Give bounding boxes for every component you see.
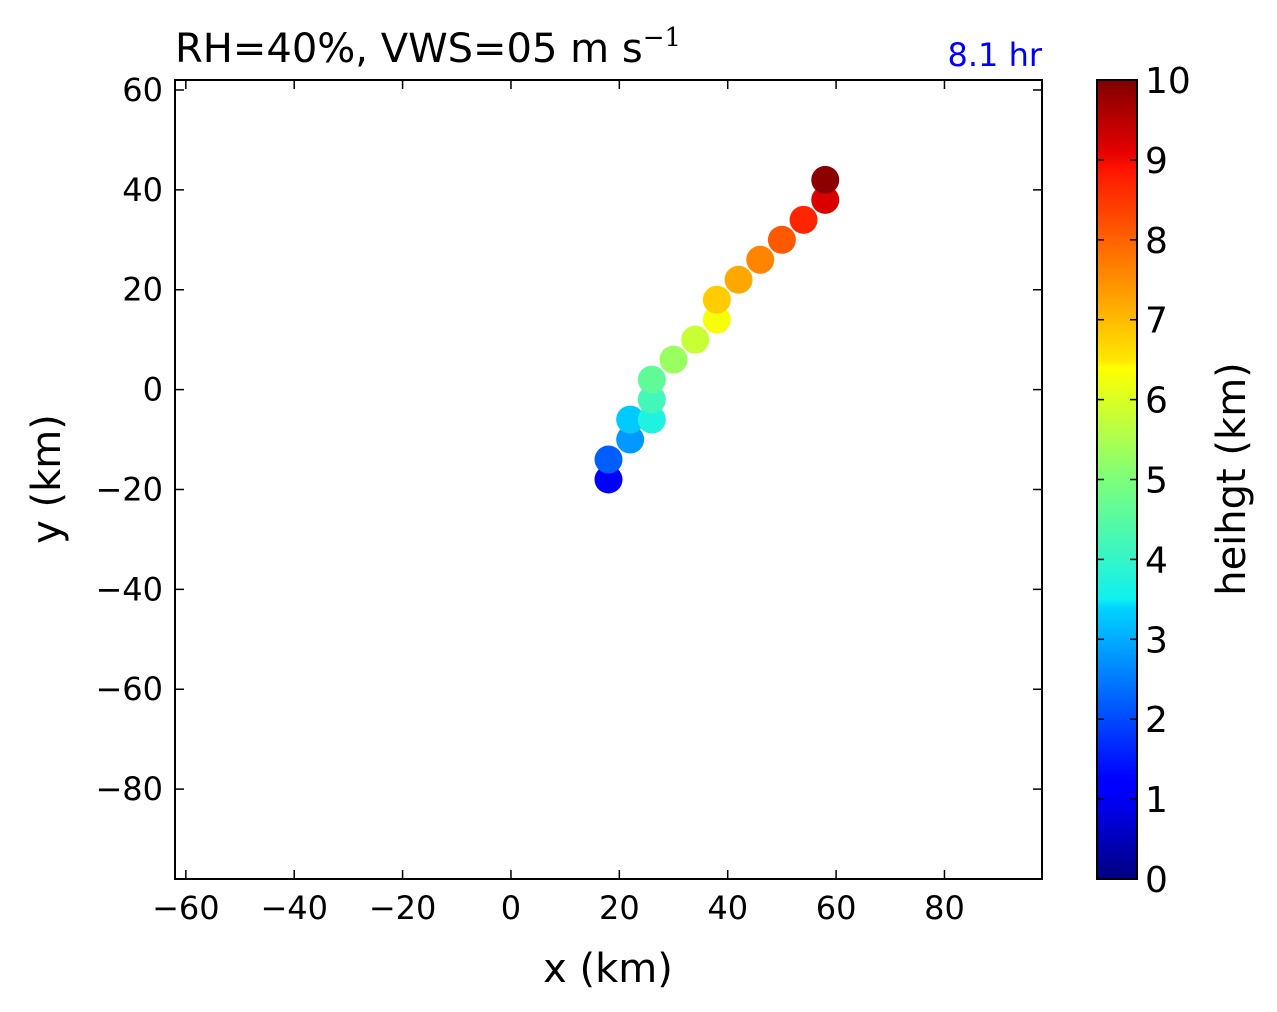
title-superscript: −1 bbox=[643, 23, 681, 53]
data-point bbox=[767, 225, 796, 254]
y-tick-label: 60 bbox=[122, 71, 163, 109]
axis-ticks bbox=[175, 80, 1042, 879]
data-point bbox=[746, 245, 775, 274]
data-point bbox=[616, 405, 645, 434]
x-tick-label: 80 bbox=[924, 889, 965, 927]
y-tick-label: 0 bbox=[143, 371, 163, 409]
y-axis-title: y (km) bbox=[24, 414, 70, 544]
colorbar-tick-label: 4 bbox=[1145, 540, 1168, 581]
colorbar-tick-label: 9 bbox=[1145, 141, 1168, 182]
colorbar-ticks bbox=[1097, 79, 1137, 880]
scatter-points bbox=[594, 165, 840, 494]
data-point bbox=[702, 305, 731, 334]
data-point bbox=[681, 325, 710, 354]
colorbar-tick-label: 1 bbox=[1145, 780, 1168, 821]
y-tick-label: −80 bbox=[95, 770, 163, 808]
colorbar-tick-labels: 0 1 2 3 4 5 6 7 8 9 10 bbox=[1145, 61, 1191, 901]
data-point bbox=[811, 165, 840, 194]
colorbar-tick-label: 3 bbox=[1145, 620, 1168, 661]
data-point bbox=[594, 445, 623, 474]
chart-title: RH=40%, VWS=05 m s−1 bbox=[175, 23, 681, 72]
colorbar-tick-label: 5 bbox=[1145, 461, 1168, 502]
colorbar-tick-label: 10 bbox=[1145, 61, 1191, 102]
colorbar-title: heihgt (km) bbox=[1209, 362, 1255, 596]
x-tick-label: 20 bbox=[599, 889, 640, 927]
x-tick-label: −40 bbox=[260, 889, 328, 927]
x-tick-label: 0 bbox=[501, 889, 521, 927]
y-tick-labels: 60 40 20 0 −20 −40 −60 −80 bbox=[95, 71, 163, 808]
data-point bbox=[659, 345, 688, 374]
colorbar-tick-label: 0 bbox=[1145, 860, 1168, 901]
y-tick-label: −40 bbox=[95, 570, 163, 608]
time-annotation: 8.1 hr bbox=[948, 36, 1043, 74]
x-tick-label: 60 bbox=[816, 889, 857, 927]
x-tick-label: −20 bbox=[369, 889, 437, 927]
y-tick-label: −60 bbox=[95, 670, 163, 708]
x-axis-title: x (km) bbox=[543, 946, 673, 992]
data-point bbox=[616, 425, 645, 454]
x-tick-label: 40 bbox=[707, 889, 748, 927]
x-tick-label: −60 bbox=[152, 889, 220, 927]
colorbar-tick-label: 6 bbox=[1145, 381, 1168, 422]
data-point bbox=[724, 265, 753, 294]
colorbar-tick-label: 8 bbox=[1145, 221, 1168, 262]
y-tick-label: 20 bbox=[122, 271, 163, 309]
data-point bbox=[789, 205, 818, 234]
x-tick-labels: −60 −40 −20 0 20 40 60 80 bbox=[152, 889, 965, 927]
colorbar-tick-label: 7 bbox=[1145, 301, 1168, 342]
data-point bbox=[637, 385, 666, 414]
data-point bbox=[637, 405, 666, 434]
data-point bbox=[637, 365, 666, 394]
y-tick-label: 40 bbox=[122, 171, 163, 209]
data-point bbox=[702, 285, 731, 314]
colorbar-tick-label: 2 bbox=[1145, 700, 1168, 741]
data-point bbox=[811, 185, 840, 214]
y-tick-label: −20 bbox=[95, 470, 163, 508]
data-point bbox=[594, 465, 623, 494]
